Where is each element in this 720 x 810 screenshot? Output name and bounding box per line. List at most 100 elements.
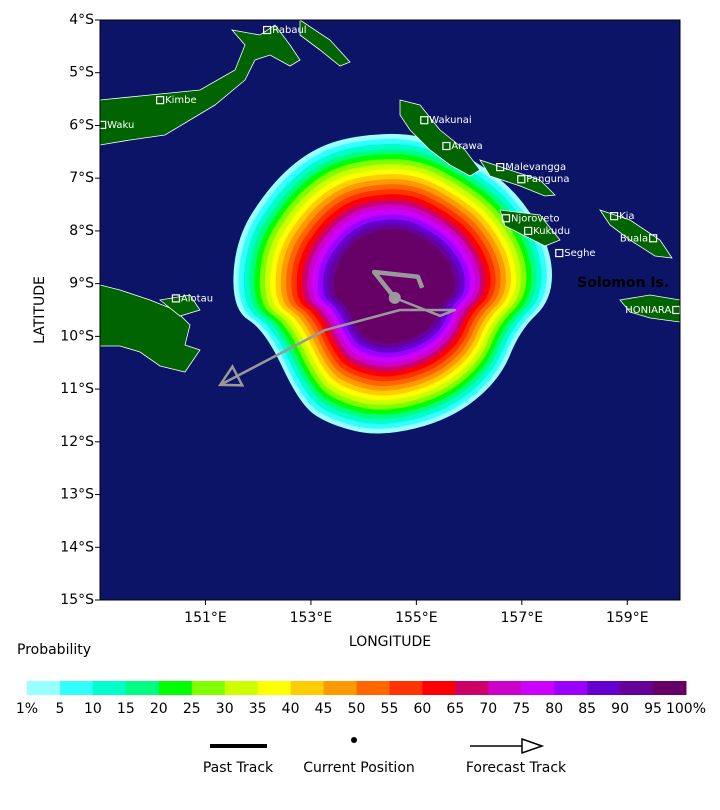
- colorbar-cell: [59, 681, 94, 695]
- colorbar-label: 90: [611, 701, 629, 717]
- colorbar-label: 30: [216, 701, 234, 717]
- place-label: Alotau: [181, 293, 213, 304]
- overlay: Rabaul Kimbe Waku Wakunai Arawa MalevanggaPan…: [100, 25, 680, 387]
- legend-label: Forecast Track: [466, 760, 567, 776]
- colorbar-label: 50: [348, 701, 366, 717]
- x-axis-label: LONGITUDE: [349, 634, 431, 650]
- y-tick-label: 13°S: [60, 487, 94, 503]
- place-label: Seghe: [564, 248, 595, 259]
- colorbar-cell: [488, 681, 522, 695]
- colorbar-cell: [191, 681, 226, 695]
- plot-frame: [99, 19, 681, 601]
- place-label: Rabaul: [272, 25, 306, 36]
- bougainville: [399, 99, 481, 177]
- region-label: Solomon Is.: [577, 275, 669, 291]
- y-tick-label: 7°S: [69, 170, 94, 186]
- colorbar-label: 15: [117, 701, 135, 717]
- x-tick-label: 153°E: [290, 610, 333, 626]
- colorbar-title: Probability: [17, 642, 91, 658]
- new-britain: [100, 24, 301, 146]
- probability-band: [333, 229, 455, 344]
- colorbar-label: 70: [479, 701, 497, 717]
- place-marker: [501, 214, 511, 223]
- land: [100, 20, 680, 373]
- y-tick-label: 5°S: [69, 65, 94, 81]
- place-marker: [156, 96, 165, 105]
- colorbar-label: 40: [282, 701, 300, 717]
- colorbar-cell: [257, 681, 292, 695]
- place-label: Kia: [619, 211, 634, 222]
- place-label: Malevangga: [505, 162, 566, 173]
- colorbar-label: 35: [249, 701, 267, 717]
- colorbar-cell: [356, 681, 390, 695]
- y-tick-label: 12°S: [60, 434, 94, 450]
- legend-current-symbol: [351, 737, 357, 743]
- colorbar-label: 85: [578, 701, 596, 717]
- place-label: Arawa: [451, 141, 482, 152]
- current-position: [388, 291, 401, 304]
- new-ireland: [299, 20, 351, 67]
- colorbar-cell: [290, 681, 325, 695]
- colorbar-label: 10: [84, 701, 102, 717]
- colorbar-label: 65: [446, 701, 464, 717]
- probability-field: [233, 133, 552, 434]
- colorbar-cell: [92, 681, 127, 695]
- colorbar-label: 75: [512, 701, 530, 717]
- x-tick-label: 151°E: [184, 610, 227, 626]
- place-marker: [496, 163, 505, 172]
- place-label: Kukudu: [533, 226, 570, 237]
- colorbar-label: 25: [183, 701, 201, 717]
- colorbar-label: 60: [413, 701, 431, 717]
- papua: [100, 284, 201, 373]
- colorbar-cell: [422, 681, 456, 695]
- place-label: Buala: [620, 233, 648, 244]
- colorbar-label: 20: [150, 701, 168, 717]
- colorbar-label: 1%: [16, 701, 38, 717]
- place-label: HONIARA: [625, 305, 671, 316]
- y-tick-label: 14°S: [60, 539, 94, 555]
- place-label: Waku: [107, 120, 134, 131]
- colorbar-cell: [521, 681, 555, 695]
- forecast-track: [219, 296, 457, 386]
- colorbar-label: 55: [381, 701, 399, 717]
- colorbar-label: 95: [644, 701, 662, 717]
- place-marker: [420, 116, 429, 125]
- place-label: Njoroveto: [511, 213, 560, 224]
- colorbar-cell: [554, 681, 588, 695]
- colorbar-cell: [323, 681, 357, 695]
- colorbar-cell: [27, 681, 61, 695]
- colorbar-cell: [455, 681, 489, 695]
- y-tick-label: 15°S: [60, 592, 94, 608]
- colorbar-label: 5: [55, 701, 64, 717]
- place-label: Kimbe: [165, 95, 197, 106]
- y-axis-label: LATITUDE: [32, 276, 48, 344]
- colorbar-cell: [224, 681, 259, 695]
- colorbar-cell: [158, 681, 193, 695]
- x-tick-label: 155°E: [395, 610, 438, 626]
- colorbar-cell: [587, 681, 621, 695]
- place-marker: [517, 175, 526, 184]
- colorbar-cell: [620, 681, 654, 695]
- guadalcanal: [619, 294, 680, 323]
- colorbar-label: 45: [315, 701, 333, 717]
- y-tick-label: 6°S: [69, 117, 94, 133]
- forecast-arrowhead: [217, 364, 245, 387]
- place-marker: [100, 120, 107, 130]
- legend-label: Current Position: [303, 760, 415, 776]
- y-tick-label: 9°S: [69, 276, 94, 292]
- legend-label: Past Track: [203, 760, 274, 776]
- santa-isabel: [599, 209, 673, 259]
- place-marker: [524, 226, 533, 236]
- y-tick-label: 10°S: [60, 328, 94, 344]
- place-marker: [442, 141, 451, 151]
- place-marker: [609, 212, 619, 221]
- place-label: Panguna: [526, 174, 569, 185]
- colorbar-label: 100%: [666, 701, 706, 717]
- colorbar-cell: [389, 681, 423, 695]
- colorbar-cell: [125, 681, 160, 695]
- place-marker: [555, 248, 564, 258]
- past-track: [371, 269, 425, 300]
- place-label: Wakunai: [429, 115, 471, 126]
- legend-forecast-arrow: [521, 737, 545, 755]
- colorbar-label: 80: [545, 701, 563, 717]
